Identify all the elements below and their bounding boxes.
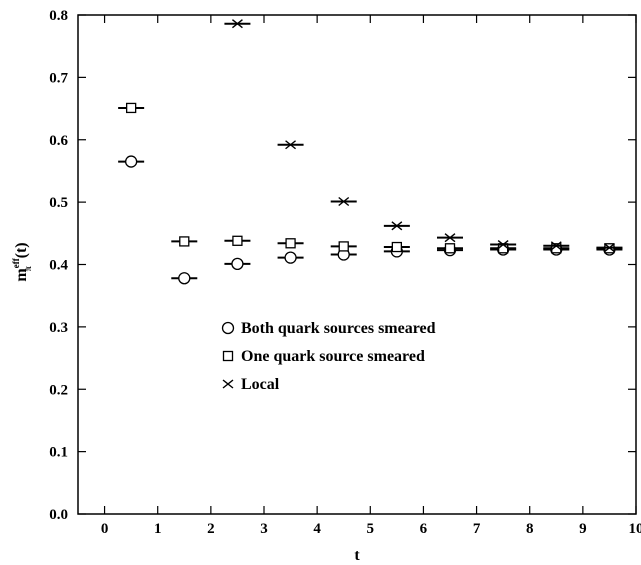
- x-tick-label-5: 5: [367, 521, 375, 537]
- square-point: [171, 236, 198, 247]
- series-square: [118, 102, 623, 254]
- cross-point: [383, 221, 410, 231]
- y-axis-label-sub: π: [23, 266, 33, 271]
- y-axis-label-arg: (t): [13, 242, 30, 262]
- cross-point: [330, 196, 357, 207]
- x-tick-label-10: 10: [629, 521, 641, 537]
- square-marker: [391, 241, 403, 253]
- y-axis-label-base: m: [13, 268, 30, 282]
- circle-marker: [124, 155, 138, 168]
- cross-marker: [497, 239, 509, 250]
- square-marker: [444, 243, 456, 254]
- legend-item: One quark source smeared: [222, 348, 425, 365]
- data-marks: [118, 19, 623, 285]
- x-tick-label-6: 6: [420, 521, 428, 537]
- cross-marker: [444, 233, 456, 243]
- legend-label: Local: [241, 376, 280, 393]
- y-tick-label-4: 0.4: [49, 258, 68, 274]
- y-axis-label-sup: eff: [11, 257, 21, 268]
- x-tick-label-2: 2: [207, 521, 215, 537]
- x-tick-label-7: 7: [473, 521, 481, 537]
- circle-marker: [284, 251, 297, 264]
- cross-marker: [285, 140, 297, 150]
- y-tick-label-3: 0.3: [49, 320, 68, 336]
- circle-marker: [178, 272, 191, 285]
- series-circle: [118, 155, 623, 285]
- cross-marker: [338, 196, 350, 207]
- legend-item: Both quark sources smeared: [221, 320, 436, 337]
- x-tick-label-0: 0: [101, 521, 109, 537]
- cross-point: [224, 19, 251, 29]
- legend: Both quark sources smeared One quark sour…: [221, 320, 436, 393]
- square-marker: [551, 243, 562, 254]
- square-point: [277, 238, 304, 249]
- y-tick-label-7: 0.7: [49, 70, 68, 86]
- plot-frame: [77, 14, 637, 515]
- svg-text:meffπ (t): meffπ (t): [11, 242, 33, 281]
- circle-point: [171, 272, 198, 285]
- axis-ticks: 0 1 2 3 4 5 6 7 8 9 10 0.0 0.1 0.2 0.3 0.4 0.5 0.6 0.7 0.8: [49, 8, 641, 537]
- y-tick-label-5: 0.5: [49, 195, 68, 211]
- cross-point: [490, 239, 517, 250]
- x-tick-label-9: 9: [579, 521, 587, 537]
- square-marker: [179, 236, 190, 247]
- y-tick-label-8: 0.8: [49, 8, 68, 24]
- square-marker: [338, 241, 349, 252]
- x-axis-label: t: [354, 547, 360, 564]
- square-point: [224, 235, 251, 246]
- x-tick-label-3: 3: [260, 521, 268, 537]
- x-tick-label-1: 1: [154, 521, 162, 537]
- cross-marker: [231, 19, 243, 29]
- square-point: [118, 102, 145, 114]
- series-cross: [224, 19, 623, 253]
- legend-square-icon: [222, 350, 234, 362]
- circle-point: [118, 155, 145, 168]
- legend-circle-icon: [221, 321, 235, 335]
- y-tick-label-2: 0.2: [49, 382, 68, 398]
- cross-point: [437, 233, 463, 243]
- cross-marker: [391, 221, 403, 231]
- square-point: [330, 241, 357, 252]
- square-marker: [285, 238, 296, 249]
- cross-marker: [603, 243, 615, 253]
- legend-item: Local: [222, 376, 280, 393]
- cross-marker: [550, 241, 562, 251]
- x-tick-label-8: 8: [526, 521, 534, 537]
- square-point: [437, 243, 463, 254]
- legend-label: One quark source smeared: [241, 348, 425, 365]
- cross-point: [543, 241, 570, 251]
- cross-point: [596, 243, 623, 253]
- circle-point: [224, 257, 251, 271]
- square-marker: [232, 235, 243, 246]
- y-tick-label-1: 0.1: [49, 445, 68, 461]
- square-point: [543, 243, 570, 254]
- y-axis-label: meffπ (t): [11, 242, 33, 281]
- square-marker: [125, 102, 137, 114]
- legend-cross-icon: [222, 379, 234, 389]
- x-tick-label-4: 4: [313, 521, 321, 537]
- y-tick-label-6: 0.6: [49, 133, 68, 149]
- legend-label: Both quark sources smeared: [241, 320, 436, 337]
- circle-marker: [231, 257, 244, 271]
- square-point: [383, 241, 410, 253]
- circle-point: [277, 251, 304, 264]
- y-tick-label-0: 0.0: [49, 507, 68, 523]
- cross-point: [277, 140, 304, 150]
